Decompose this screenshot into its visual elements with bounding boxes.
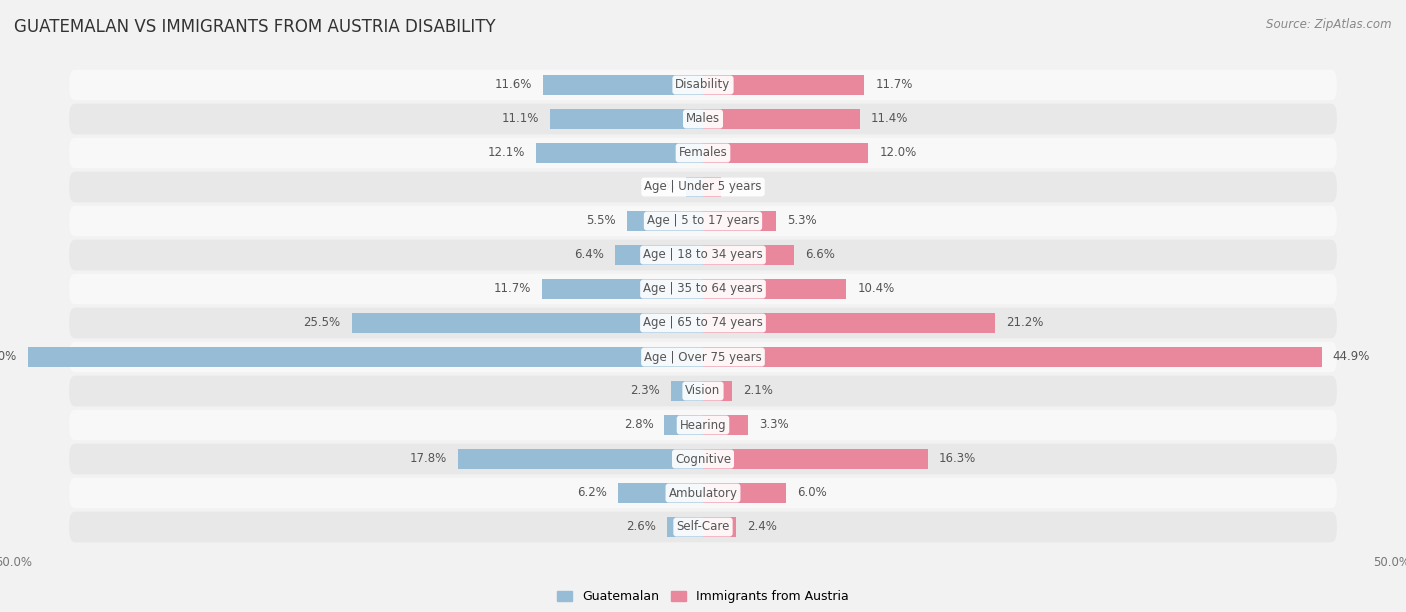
Text: 2.4%: 2.4% <box>747 520 778 534</box>
Bar <box>703 143 869 163</box>
Text: 11.4%: 11.4% <box>872 113 908 125</box>
Bar <box>703 109 860 129</box>
Bar <box>543 75 703 95</box>
Bar <box>665 415 703 435</box>
Text: 2.1%: 2.1% <box>742 384 773 398</box>
Bar <box>703 211 776 231</box>
Bar <box>627 211 703 231</box>
Text: Males: Males <box>686 113 720 125</box>
Text: 6.4%: 6.4% <box>574 248 603 261</box>
FancyBboxPatch shape <box>69 478 1337 509</box>
Bar <box>458 449 703 469</box>
FancyBboxPatch shape <box>69 172 1337 203</box>
Text: 6.2%: 6.2% <box>576 487 606 499</box>
Text: Age | 35 to 64 years: Age | 35 to 64 years <box>643 283 763 296</box>
Text: 5.5%: 5.5% <box>586 214 616 228</box>
Text: Disability: Disability <box>675 78 731 92</box>
Text: Age | 5 to 17 years: Age | 5 to 17 years <box>647 214 759 228</box>
Text: 11.6%: 11.6% <box>495 78 531 92</box>
FancyBboxPatch shape <box>69 103 1337 134</box>
Text: 11.7%: 11.7% <box>875 78 912 92</box>
Bar <box>28 347 703 367</box>
Legend: Guatemalan, Immigrants from Austria: Guatemalan, Immigrants from Austria <box>553 585 853 608</box>
FancyBboxPatch shape <box>69 512 1337 542</box>
Text: 21.2%: 21.2% <box>1007 316 1043 329</box>
FancyBboxPatch shape <box>69 70 1337 100</box>
Bar <box>703 381 733 401</box>
Bar <box>703 75 865 95</box>
Text: 12.0%: 12.0% <box>879 146 917 160</box>
Bar <box>703 449 928 469</box>
Text: Age | 65 to 74 years: Age | 65 to 74 years <box>643 316 763 329</box>
Text: Ambulatory: Ambulatory <box>668 487 738 499</box>
FancyBboxPatch shape <box>69 444 1337 474</box>
Text: 2.3%: 2.3% <box>630 384 661 398</box>
Text: GUATEMALAN VS IMMIGRANTS FROM AUSTRIA DISABILITY: GUATEMALAN VS IMMIGRANTS FROM AUSTRIA DI… <box>14 18 496 36</box>
Bar <box>703 313 995 333</box>
Bar <box>671 381 703 401</box>
Text: Self-Care: Self-Care <box>676 520 730 534</box>
FancyBboxPatch shape <box>69 274 1337 304</box>
Text: 1.3%: 1.3% <box>733 181 762 193</box>
Text: Cognitive: Cognitive <box>675 452 731 466</box>
Text: 49.0%: 49.0% <box>0 351 17 364</box>
Text: 11.7%: 11.7% <box>494 283 531 296</box>
Bar <box>703 347 1322 367</box>
FancyBboxPatch shape <box>69 376 1337 406</box>
Bar <box>703 483 786 503</box>
Bar <box>703 245 794 265</box>
Text: 16.3%: 16.3% <box>939 452 976 466</box>
Text: 2.8%: 2.8% <box>624 419 654 431</box>
FancyBboxPatch shape <box>69 308 1337 338</box>
Text: Vision: Vision <box>685 384 721 398</box>
Text: 25.5%: 25.5% <box>304 316 340 329</box>
Bar <box>352 313 703 333</box>
Text: 11.1%: 11.1% <box>502 113 538 125</box>
Text: 5.3%: 5.3% <box>787 214 817 228</box>
Bar <box>550 109 703 129</box>
Bar <box>703 517 737 537</box>
Bar <box>703 177 721 197</box>
Bar <box>541 279 703 299</box>
Bar <box>536 143 703 163</box>
Text: Source: ZipAtlas.com: Source: ZipAtlas.com <box>1267 18 1392 31</box>
Bar <box>703 415 748 435</box>
Text: 12.1%: 12.1% <box>488 146 526 160</box>
Bar <box>703 279 846 299</box>
Bar <box>614 245 703 265</box>
Text: Age | Over 75 years: Age | Over 75 years <box>644 351 762 364</box>
Text: 44.9%: 44.9% <box>1333 351 1369 364</box>
Text: 2.6%: 2.6% <box>626 520 657 534</box>
Text: Age | Under 5 years: Age | Under 5 years <box>644 181 762 193</box>
Text: 10.4%: 10.4% <box>858 283 894 296</box>
Text: 6.6%: 6.6% <box>806 248 835 261</box>
Text: Age | 18 to 34 years: Age | 18 to 34 years <box>643 248 763 261</box>
FancyBboxPatch shape <box>69 341 1337 372</box>
Text: 1.2%: 1.2% <box>645 181 675 193</box>
FancyBboxPatch shape <box>69 409 1337 440</box>
Bar <box>686 177 703 197</box>
Text: 3.3%: 3.3% <box>759 419 789 431</box>
Bar <box>617 483 703 503</box>
Text: Hearing: Hearing <box>679 419 727 431</box>
Bar <box>668 517 703 537</box>
Text: 17.8%: 17.8% <box>409 452 447 466</box>
FancyBboxPatch shape <box>69 206 1337 236</box>
Text: Females: Females <box>679 146 727 160</box>
FancyBboxPatch shape <box>69 138 1337 168</box>
Text: 6.0%: 6.0% <box>797 487 827 499</box>
FancyBboxPatch shape <box>69 240 1337 271</box>
